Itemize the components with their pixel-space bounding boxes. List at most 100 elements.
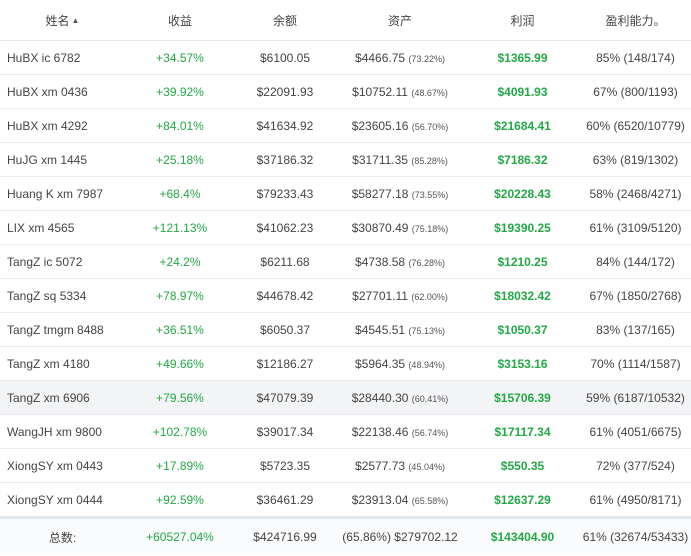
assets-value: $23913.04 xyxy=(351,492,409,507)
cell-balance: $5723.35 xyxy=(235,448,335,483)
assets-value: $27701.11 xyxy=(352,288,408,303)
cell-name: TangZ ic 5072 xyxy=(0,244,125,279)
assets-percent: (76.28%) xyxy=(408,257,445,268)
cell-profit-ability: 67% (1850/2768) xyxy=(580,278,691,313)
assets-value: $4545.51 xyxy=(355,322,406,337)
cell-profit: $17117.34 xyxy=(465,414,580,449)
cell-profit: $4091.93 xyxy=(465,74,580,109)
cell-profit-ability: 63% (819/1302) xyxy=(580,142,691,177)
header-name[interactable]: 姓名 ▲ xyxy=(0,0,125,41)
cell-return: +24.2% xyxy=(125,244,235,279)
table-row[interactable]: Huang K xm 7987 +68.4% $79233.43 $58277.18 … xyxy=(0,176,691,211)
header-profit-ability[interactable]: 盈利能力。 xyxy=(580,0,691,41)
cell-name: TangZ xm 4180 xyxy=(0,346,125,381)
totals-profit: $143404.90 xyxy=(465,516,580,555)
cell-name: WangJH xm 9800 xyxy=(0,414,125,449)
table-row[interactable]: HuJG xm 1445 +25.18% $37186.32 $31711.35 (8… xyxy=(0,142,691,177)
table-row[interactable]: XiongSY xm 0444 +92.59% $36461.29 $23913.04… xyxy=(0,482,691,518)
totals-return: +60527.04% xyxy=(125,516,235,555)
totals-row: 总数: +60527.04% $424716.99 (65.86%) $2797… xyxy=(0,516,691,555)
cell-profit: $19390.25 xyxy=(465,210,580,245)
cell-profit: $7186.32 xyxy=(465,142,580,177)
cell-assets: $27701.11 (62.00%) xyxy=(335,278,465,313)
cell-name: LIX xm 4565 xyxy=(0,210,125,245)
cell-profit-ability: 67% (800/1193) xyxy=(580,74,691,109)
cell-assets: $10752.11 (48.67%) xyxy=(335,74,465,109)
cell-profit: $1365.99 xyxy=(465,40,580,75)
cell-return: +68.4% xyxy=(125,176,235,211)
cell-profit: $21684.41 xyxy=(465,108,580,143)
cell-balance: $6211.68 xyxy=(235,244,335,279)
assets-percent: (56.70%) xyxy=(411,121,449,132)
cell-assets: $31711.35 (85.28%) xyxy=(335,142,465,177)
cell-profit: $18032.42 xyxy=(465,278,580,313)
cell-balance: $41062.23 xyxy=(235,210,335,245)
cell-profit-ability: 72% (377/524) xyxy=(580,448,691,483)
assets-value: $23605.16 xyxy=(351,118,409,133)
cell-profit: $15706.39 xyxy=(465,380,580,415)
cell-profit-ability: 58% (2468/4271) xyxy=(580,176,691,211)
table-row[interactable]: LIX xm 4565 +121.13% $41062.23 $30870.49 (7… xyxy=(0,210,691,245)
cell-profit-ability: 59% (6187/10532) xyxy=(580,380,691,415)
cell-assets: $4545.51 (75.13%) xyxy=(335,312,465,347)
cell-assets: $58277.18 (73.55%) xyxy=(335,176,465,211)
header-balance[interactable]: 余额 xyxy=(235,0,335,41)
cell-balance: $12186.27 xyxy=(235,346,335,381)
header-return[interactable]: 收益 xyxy=(125,0,235,41)
assets-percent: (65.58%) xyxy=(411,495,449,506)
cell-return: +79.56% xyxy=(125,380,235,415)
assets-percent: (48.94%) xyxy=(408,359,445,370)
table-row[interactable]: HuBX xm 0436 +39.92% $22091.93 $10752.11 (4… xyxy=(0,74,691,109)
table-body: HuBX ic 6782 +34.57% $6100.05 $4466.75 (73.… xyxy=(0,40,691,518)
cell-name: HuBX xm 4292 xyxy=(0,108,125,143)
cell-profit-ability: 61% (4950/8171) xyxy=(580,482,691,518)
cell-assets: $2577.73 (45.04%) xyxy=(335,448,465,483)
header-assets[interactable]: 资产 xyxy=(335,0,465,41)
cell-profit-ability: 60% (6520/10779) xyxy=(580,108,691,143)
assets-percent: (60.41%) xyxy=(411,393,449,404)
cell-assets: $23605.16 (56.70%) xyxy=(335,108,465,143)
assets-value: $31711.35 xyxy=(352,152,408,167)
table-row[interactable]: HuBX ic 6782 +34.57% $6100.05 $4466.75 (73.… xyxy=(0,40,691,75)
cell-profit-ability: 70% (1114/1587) xyxy=(580,346,691,381)
assets-percent: (75.13%) xyxy=(408,325,445,336)
cell-profit: $3153.16 xyxy=(465,346,580,381)
cell-balance: $44678.42 xyxy=(235,278,335,313)
cell-profit-ability: 84% (144/172) xyxy=(580,244,691,279)
header-profit[interactable]: 利润 xyxy=(465,0,580,41)
assets-percent: (75.18%) xyxy=(411,223,449,234)
assets-value: $58277.18 xyxy=(351,186,409,201)
table-row[interactable]: HuBX xm 4292 +84.01% $41634.92 $23605.16 (5… xyxy=(0,108,691,143)
cell-profit-ability: 83% (137/165) xyxy=(580,312,691,347)
cell-assets: $28440.30 (60.41%) xyxy=(335,380,465,415)
table-row[interactable]: TangZ xm 4180 +49.66% $12186.27 $5964.35 (4… xyxy=(0,346,691,381)
cell-balance: $79233.43 xyxy=(235,176,335,211)
cell-name: XiongSY xm 0443 xyxy=(0,448,125,483)
table-row[interactable]: XiongSY xm 0443 +17.89% $5723.35 $2577.73 (… xyxy=(0,448,691,483)
assets-value: $30870.49 xyxy=(351,220,409,235)
cell-balance: $36461.29 xyxy=(235,482,335,518)
table-row[interactable]: TangZ ic 5072 +24.2% $6211.68 $4738.58 (76.… xyxy=(0,244,691,279)
cell-profit: $1210.25 xyxy=(465,244,580,279)
cell-profit: $550.35 xyxy=(465,448,580,483)
cell-balance: $37186.32 xyxy=(235,142,335,177)
assets-value: $2577.73 xyxy=(355,458,406,473)
table-row[interactable]: TangZ tmgm 8488 +36.51% $6050.37 $4545.51 (… xyxy=(0,312,691,347)
assets-value: $4738.58 xyxy=(355,254,406,269)
cell-assets: $4466.75 (73.22%) xyxy=(335,40,465,75)
table-row[interactable]: TangZ xm 6906 +79.56% $47079.39 $28440.30 (… xyxy=(0,380,691,415)
table-row[interactable]: WangJH xm 9800 +102.78% $39017.34 $22138.46… xyxy=(0,414,691,449)
cell-assets: $30870.49 (75.18%) xyxy=(335,210,465,245)
cell-name: Huang K xm 7987 xyxy=(0,176,125,211)
cell-return: +92.59% xyxy=(125,482,235,518)
assets-percent: (56.74%) xyxy=(411,427,449,438)
sort-asc-icon: ▲ xyxy=(71,15,80,25)
table-row[interactable]: TangZ sq 5334 +78.97% $44678.42 $27701.11 (… xyxy=(0,278,691,313)
cell-profit: $1050.37 xyxy=(465,312,580,347)
cell-name: HuBX ic 6782 xyxy=(0,40,125,75)
cell-return: +49.66% xyxy=(125,346,235,381)
cell-balance: $22091.93 xyxy=(235,74,335,109)
cell-profit: $12637.29 xyxy=(465,482,580,518)
